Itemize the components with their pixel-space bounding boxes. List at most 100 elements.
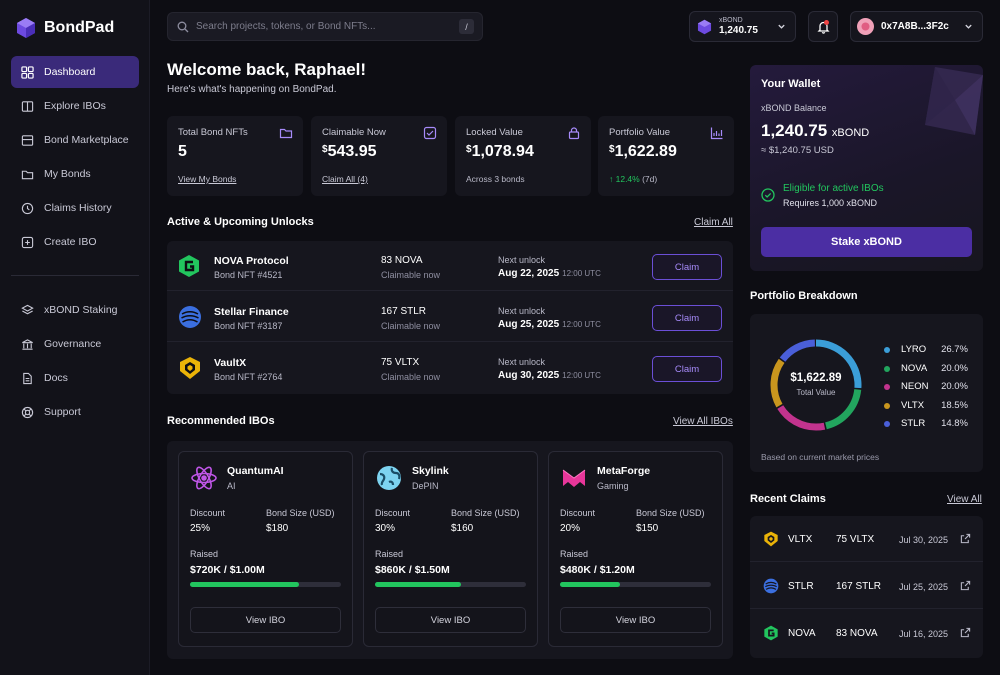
donut-slice-lyro [770,339,862,431]
portfolio-note: Based on current market prices [761,452,880,462]
external-link-icon[interactable] [960,580,971,591]
nova-logo-icon [764,625,778,641]
legend-item: STLR 14.8% [884,418,974,430]
project-name: VaultX [214,357,247,369]
nav-claims-history[interactable]: Claims History [11,192,139,224]
view-all-claims-link[interactable]: View All [947,494,982,505]
nav-dashboard[interactable]: Dashboard [11,56,139,88]
unlock-amount: 167 STLR [381,306,427,317]
nav-xbond-staking[interactable]: xBOND Staking [11,294,139,326]
list-item: NOVA Protocol Bond NFT #4521 83 NOVA Cla… [167,241,733,291]
nav-my-bonds[interactable]: My Bonds [11,158,139,190]
view-ibo-button[interactable]: View IBO [560,607,711,633]
nova-logo-icon [179,255,199,277]
ibo-name: MetaForge [597,465,651,477]
stat-footer: Across 3 bonds [466,174,525,184]
claim-button[interactable]: Claim [652,356,722,382]
search-input[interactable] [196,21,446,32]
stat-value: 5 [178,143,187,160]
claim-button[interactable]: Claim [652,254,722,280]
balance-label: xBOND Balance [761,103,827,113]
discount-label: Discount [560,508,596,518]
folder-icon [21,170,34,179]
list-item: Stellar Finance Bond NFT #3187 167 STLR … [167,292,733,342]
list-item: VaultX Bond NFT #2764 75 VLTX Claimable … [167,343,733,393]
nav-bond-marketplace[interactable]: Bond Marketplace [11,124,139,156]
view-ibo-button[interactable]: View IBO [375,607,526,633]
external-link-icon[interactable] [960,533,971,544]
claim-button[interactable]: Claim [652,305,722,331]
notifications-button[interactable] [808,11,838,42]
stake-xbond-button[interactable]: Stake xBOND [761,227,972,257]
legend-swatch [884,421,890,427]
bank-icon [22,338,33,350]
recent-claims-list: VLTX 75 VLTX Jul 30, 2025 STLR 167 STLR … [750,516,983,658]
xbond-balance-pill[interactable]: xBOND 1,240.75 [689,11,796,42]
recommended-ibos: QuantumAI AI Discount 25% Bond Size (USD… [167,441,733,659]
account-button[interactable]: 0x7A8B...3F2c [850,11,983,42]
lifebuoy-icon [21,406,34,418]
claim-all-link[interactable]: Claim All [694,217,733,228]
discount-value: 20% [560,523,581,534]
claim-all-link[interactable]: Claim All (4) [322,174,368,184]
table-row: NOVA 83 NOVA Jul 16, 2025 [750,610,983,656]
legend-item: VLTX 18.5% [884,400,974,412]
stat-value: $1,078.94 [466,143,534,160]
logo[interactable]: BondPad [16,16,114,40]
ibo-card: MetaForge Gaming Discount 20% Bond Size … [548,451,723,647]
external-link-icon[interactable] [960,627,971,638]
metaforge-logo-icon [562,469,586,487]
check-circle-icon [761,188,775,202]
donut-slice-neon [770,339,862,431]
legend-swatch [884,365,890,372]
donut-center-value: $1,622.89 [790,372,842,384]
table-row: VLTX 75 VLTX Jul 30, 2025 [750,516,983,562]
bond-size-value: $180 [266,523,289,534]
chevron-down-icon [965,24,972,29]
discount-value: 30% [375,523,396,534]
legend-value: 26.7% [941,344,968,355]
search-bar: / [167,12,483,41]
nav-docs[interactable]: Docs [11,362,139,394]
unlock-status: Claimable now [381,270,441,280]
view-all-ibos-link[interactable]: View All IBOs [673,416,733,427]
nav-label: xBOND Staking [44,304,118,316]
balance-usd: ≈ $1,240.75 USD [761,145,834,156]
donut-slice-vltx [770,339,862,431]
bond-size-value: $160 [451,523,474,534]
nav-label: My Bonds [44,168,91,180]
stat-title: Portfolio Value [609,127,671,138]
stat-portfolio-value: Portfolio Value $1,622.89 ↑ 12.4% (7d) [598,116,734,196]
discount-value: 25% [190,523,211,534]
portfolio-donut-chart [770,339,862,431]
bond-nft-id: Bond NFT #4521 [214,270,283,280]
view-ibo-button[interactable]: View IBO [190,607,341,633]
folder-icon [279,128,293,139]
bond-nft-id: Bond NFT #2764 [214,372,283,382]
discount-label: Discount [190,508,226,518]
bond-size-label: Bond Size (USD) [636,508,705,518]
page-title: Welcome back, Raphael! [167,60,367,79]
nav-governance[interactable]: Governance [11,328,139,360]
stellar-logo-icon [179,306,201,328]
page-subtitle: Here's what's happening on BondPad. [167,84,337,95]
next-unlock-date: Aug 22, 2025 12:00 UTC [498,268,601,279]
nav-create-ibo[interactable]: Create IBO [11,226,139,258]
app-name: BondPad [44,19,115,36]
unlocks-title: Active & Upcoming Unlocks [167,216,314,228]
legend-swatch [884,384,890,390]
nav-label: Support [44,406,81,418]
nav-label: Explore IBOs [44,100,106,112]
next-unlock-label: Next unlock [498,306,546,316]
vaultx-logo-icon [764,531,778,547]
history-icon [21,202,34,214]
nav-support[interactable]: Support [11,396,139,428]
layers-icon [21,304,34,314]
legend-swatch [884,347,890,353]
nav-explore-ibos[interactable]: Explore IBOs [11,90,139,122]
atom-icon [191,466,217,490]
raised-label: Raised [560,549,589,559]
claim-date: Jul 16, 2025 [899,629,949,639]
nav-label: Claims History [44,202,112,214]
view-my-bonds-link[interactable]: View My Bonds [178,174,237,184]
